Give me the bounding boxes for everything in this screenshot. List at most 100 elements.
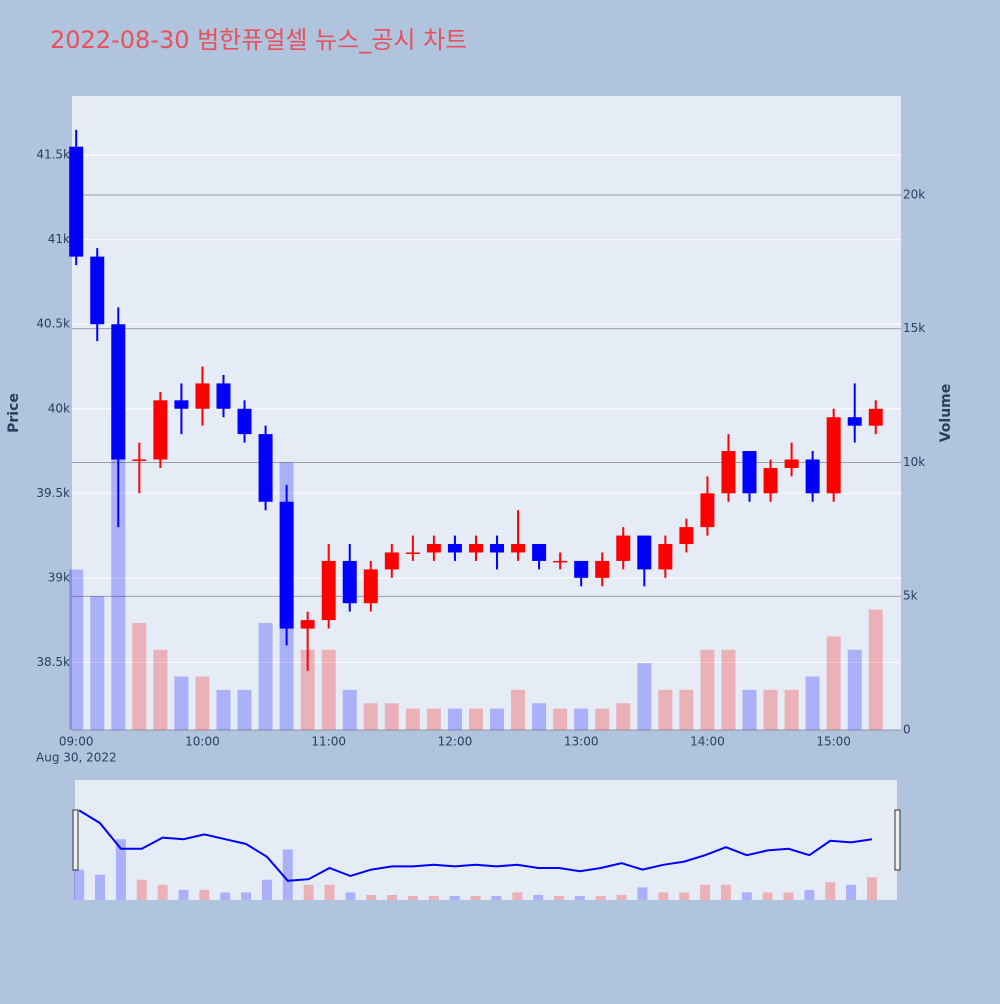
plot-area <box>72 96 901 730</box>
candle-body <box>300 620 315 629</box>
x-tick-label: 11:00 <box>311 735 346 749</box>
y2-tick-label: 0 <box>903 723 911 737</box>
volume-bar <box>595 708 610 730</box>
x-tick-label: 12:00 <box>438 735 473 749</box>
slider-volume-bar <box>261 879 272 900</box>
candle-body <box>532 544 547 561</box>
volume-bar <box>132 622 147 730</box>
volume-bar <box>532 703 547 730</box>
slider-volume-bar <box>428 895 439 900</box>
volume-bar <box>174 676 189 730</box>
volume-bar <box>553 708 568 730</box>
slider-volume-bar <box>720 884 731 900</box>
volume-bar <box>468 708 483 730</box>
slider-handle[interactable] <box>72 809 79 871</box>
x-tick-label: 10:00 <box>185 735 220 749</box>
candle-body <box>447 544 462 553</box>
slider-volume-bar <box>741 892 752 900</box>
candle-body <box>595 560 610 578</box>
candle-body <box>700 493 715 528</box>
y-tick-label: 38.5k <box>36 655 70 669</box>
candle-body <box>826 417 841 494</box>
range-slider[interactable] <box>75 780 897 900</box>
volume-bar <box>490 708 505 730</box>
y2-tick-label: 10k <box>903 455 925 469</box>
slider-volume-bar <box>366 894 377 900</box>
slider-volume-bar <box>470 895 481 900</box>
slider-volume-bar <box>574 895 585 900</box>
x-tick-label: 13:00 <box>564 735 599 749</box>
candle-body <box>868 408 883 426</box>
volume-bar <box>763 689 778 730</box>
slider-volume-bar <box>387 894 398 900</box>
volume-bar <box>258 622 273 730</box>
candle-body <box>216 383 231 409</box>
slider-volume-bar <box>512 892 523 900</box>
slider-volume-bar <box>637 887 648 900</box>
slider-volume-bar <box>220 892 231 900</box>
candle-body <box>342 560 357 604</box>
candle-body <box>132 459 147 461</box>
candle-body <box>658 544 673 570</box>
volume-bar <box>237 689 252 730</box>
volume-bar <box>658 689 673 730</box>
slider-volume-bar <box>554 895 565 900</box>
y2-tick-label: 20k <box>903 187 925 201</box>
x-tick-label: 14:00 <box>690 735 725 749</box>
volume-bar <box>216 689 231 730</box>
slider-volume-bar <box>804 889 815 900</box>
slider-volume-bar <box>533 894 544 900</box>
candle-body <box>405 552 420 554</box>
volume-bar <box>342 689 357 730</box>
slider-volume-bar <box>199 889 210 900</box>
volume-bar <box>447 708 462 730</box>
volume-bar <box>868 609 883 730</box>
slider-volume-bar <box>74 869 85 900</box>
x-date-label: Aug 30, 2022 <box>36 751 117 765</box>
candle-body <box>111 324 126 460</box>
candle-body <box>237 408 252 435</box>
y2-tick-label: 5k <box>903 589 918 603</box>
candle-body <box>90 256 105 325</box>
y-tick-label: 41k <box>48 232 70 246</box>
volume-bar <box>700 649 715 730</box>
slider-volume-bar <box>324 884 335 900</box>
candle-body <box>490 544 505 553</box>
candle-body <box>279 501 294 629</box>
candle-body <box>174 400 189 409</box>
volume-bar <box>637 663 652 730</box>
volume-bar <box>405 708 420 730</box>
candle-body <box>426 544 441 553</box>
x-tick-label: 15:00 <box>816 735 851 749</box>
candle-body <box>553 560 568 563</box>
candle-body <box>805 459 820 494</box>
slider-volume-bar <box>136 879 147 900</box>
slider-volume-bar <box>345 892 356 900</box>
slider-volume-bar <box>491 895 502 900</box>
candle-body <box>742 451 757 494</box>
slider-handle[interactable] <box>894 809 901 871</box>
slider-volume-bar <box>700 884 711 900</box>
slider-volume-bar <box>282 849 293 900</box>
volume-bar <box>721 649 736 730</box>
slider-volume-bar <box>95 874 106 900</box>
slider-volume-bar <box>679 892 690 900</box>
volume-bar <box>847 649 862 730</box>
y-tick-label: 40.5k <box>36 317 70 331</box>
volume-bar <box>69 569 84 730</box>
slider-volume-bar <box>783 892 794 900</box>
candle-body <box>363 569 378 604</box>
slider-volume-bar <box>825 882 836 900</box>
slider-volume-bar <box>866 877 877 900</box>
candle-body <box>784 459 799 468</box>
volume-bar <box>195 676 210 730</box>
volume-bar <box>742 689 757 730</box>
candle-body <box>679 527 694 545</box>
volume-bar <box>679 689 694 730</box>
candle-body <box>847 417 862 426</box>
volume-bar <box>363 703 378 730</box>
candle-body <box>616 535 631 561</box>
candle-body <box>195 383 210 409</box>
volume-bar <box>511 689 526 730</box>
candle-body <box>511 544 526 553</box>
